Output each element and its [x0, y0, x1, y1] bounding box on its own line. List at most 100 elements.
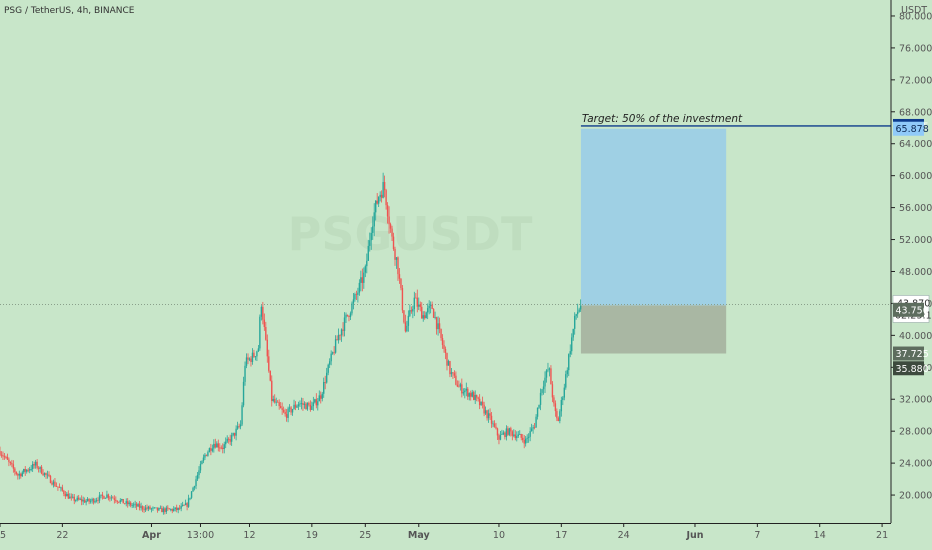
candle-body	[559, 411, 561, 422]
candle-body	[110, 497, 113, 499]
candle-body	[554, 403, 557, 412]
time-tick-label: 22	[56, 530, 68, 541]
candle-body	[440, 329, 442, 339]
time-axis[interactable]: 15 22 Apr 13:00 12 19 25 May 10 17 24 Jun 7 14 21	[0, 523, 888, 541]
candle-body	[245, 357, 248, 366]
candle-body	[300, 403, 303, 404]
candle-body	[453, 373, 456, 376]
candle-body	[422, 315, 424, 319]
candle-body	[496, 428, 499, 436]
candle-body	[419, 304, 421, 307]
currency-label: USDT	[901, 5, 927, 16]
candle-body	[477, 397, 479, 399]
candle-body	[548, 368, 551, 370]
candle-body	[493, 423, 496, 427]
candle-body	[401, 288, 404, 311]
candle-body	[508, 428, 511, 435]
candle-body	[563, 387, 565, 398]
candle-body	[576, 311, 579, 315]
candle-body	[244, 365, 246, 382]
candle-body	[530, 428, 533, 432]
candle-body	[339, 334, 341, 336]
candle-body	[324, 382, 326, 383]
candle-body	[444, 348, 447, 353]
candle-body	[83, 499, 86, 503]
candle-body	[43, 473, 46, 476]
candle-body	[183, 504, 185, 506]
candle-body	[501, 434, 503, 435]
candle-body	[395, 257, 398, 260]
candle-body	[66, 493, 68, 497]
candle-body	[312, 402, 315, 407]
time-tick-label: 21	[876, 530, 888, 541]
candle-body	[173, 508, 175, 511]
candle-body	[17, 474, 19, 476]
candle-body	[86, 498, 89, 502]
candle-body	[392, 236, 395, 249]
candle-body	[499, 434, 502, 440]
stop-price-badge-2-box	[893, 361, 924, 376]
price-axis[interactable]: 80.000 76.000 72.000 68.000 64.000 60.000 56.0…	[891, 11, 932, 502]
candle-body	[572, 328, 574, 338]
candle-body	[505, 428, 508, 438]
candle-body	[382, 182, 384, 198]
candle-body	[219, 447, 221, 449]
candle-body	[184, 503, 187, 506]
candle-body	[164, 508, 166, 512]
candle-body	[45, 473, 47, 475]
candle-body	[535, 416, 537, 428]
candle-body	[159, 507, 162, 509]
candle-body	[373, 212, 375, 227]
candle-body	[78, 497, 80, 500]
stop-loss-zone[interactable]	[580, 305, 727, 354]
candle-body	[248, 358, 251, 360]
candle-body	[144, 507, 147, 511]
candle-body	[268, 356, 270, 371]
candle-body	[263, 319, 266, 328]
candle-body	[158, 507, 160, 511]
candle-body	[571, 337, 573, 352]
candle-body	[3, 456, 6, 458]
candle-body	[122, 499, 124, 504]
target-zone-badge-box	[893, 121, 924, 136]
candle-body	[504, 432, 506, 438]
candle-body	[73, 496, 75, 501]
candle-body	[12, 464, 15, 469]
time-tick-label: 12	[243, 530, 255, 541]
candle-body	[254, 356, 257, 358]
candle-body	[52, 481, 55, 485]
candle-body	[432, 308, 435, 318]
candle-body	[225, 441, 227, 445]
candle-body	[51, 483, 53, 485]
candle-body	[75, 500, 77, 501]
price-tick-label: 68.000	[899, 107, 932, 118]
candle-body	[284, 411, 286, 415]
target-annotation[interactable]: Target: 50% of the investment	[582, 113, 743, 125]
candle-body	[461, 384, 463, 394]
candle-body	[568, 354, 570, 371]
candle-body	[281, 408, 283, 410]
candle-body	[294, 404, 297, 408]
candle-body	[527, 436, 530, 438]
candle-body	[434, 317, 436, 318]
candle-body	[579, 305, 582, 310]
target-profit-zone[interactable]	[580, 128, 727, 306]
candle-body	[138, 504, 141, 508]
candle-body	[391, 228, 393, 237]
candle-body	[31, 464, 34, 470]
candle-body	[443, 344, 445, 349]
entry-price-badge-box	[893, 302, 924, 317]
candle-body	[416, 297, 418, 307]
candle-body	[128, 502, 130, 505]
candle-body	[30, 469, 32, 470]
time-tick-label: 7	[754, 530, 760, 541]
candle-body	[82, 499, 84, 502]
candle-body	[256, 351, 258, 357]
candle-body	[60, 487, 62, 489]
candle-body	[97, 500, 99, 502]
candle-body	[259, 316, 261, 349]
candle-body	[410, 310, 413, 312]
price-tick-label: 28.000	[899, 427, 932, 438]
